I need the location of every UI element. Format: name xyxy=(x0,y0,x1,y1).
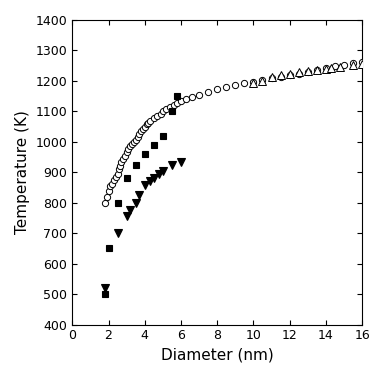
X-axis label: Diameter (nm): Diameter (nm) xyxy=(161,348,274,363)
Y-axis label: Temperature (K): Temperature (K) xyxy=(15,110,30,234)
